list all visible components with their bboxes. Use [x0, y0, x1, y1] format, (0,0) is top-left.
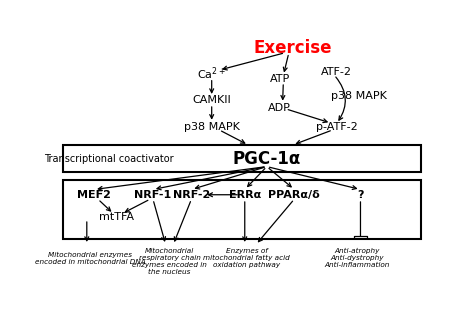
Text: p38 MAPK: p38 MAPK	[184, 122, 240, 132]
Text: MEF2: MEF2	[77, 190, 111, 200]
Text: p-ATF-2: p-ATF-2	[316, 122, 357, 132]
Text: CAMKII: CAMKII	[192, 95, 231, 105]
Text: PPARα/δ: PPARα/δ	[268, 190, 320, 200]
Bar	[63, 144, 421, 172]
Text: ?: ?	[357, 190, 364, 200]
Text: Transcriptional coactivator: Transcriptional coactivator	[44, 154, 173, 164]
Text: ADP: ADP	[268, 103, 291, 113]
Text: Ca$^{2+}$: Ca$^{2+}$	[197, 66, 226, 82]
Bar	[63, 180, 421, 239]
Text: ATF-2: ATF-2	[321, 67, 352, 77]
Text: Enzymes of
mitochondrial fatty acid
oxidation pathway: Enzymes of mitochondrial fatty acid oxid…	[203, 248, 290, 268]
Text: ATP: ATP	[270, 74, 290, 84]
Text: Exercise: Exercise	[253, 39, 332, 57]
Text: ERRα: ERRα	[228, 190, 261, 200]
Text: mtTFA: mtTFA	[99, 212, 134, 222]
Text: PGC-1α: PGC-1α	[233, 150, 301, 168]
Text: NRF-1: NRF-1	[134, 190, 172, 200]
Text: p38 MAPK: p38 MAPK	[331, 91, 387, 101]
Text: Mitochondrial
respiratory chain
enzymes encoded in
the nucleus: Mitochondrial respiratory chain enzymes …	[132, 248, 207, 275]
Text: Anti-atrophy
Anti-dystrophy
Anti-inflammation: Anti-atrophy Anti-dystrophy Anti-inflamm…	[324, 248, 390, 268]
Text: NRF-2: NRF-2	[173, 190, 210, 200]
Text: Mitochondrial enzymes
encoded in mitochondrial DNA: Mitochondrial enzymes encoded in mitocho…	[35, 251, 146, 264]
